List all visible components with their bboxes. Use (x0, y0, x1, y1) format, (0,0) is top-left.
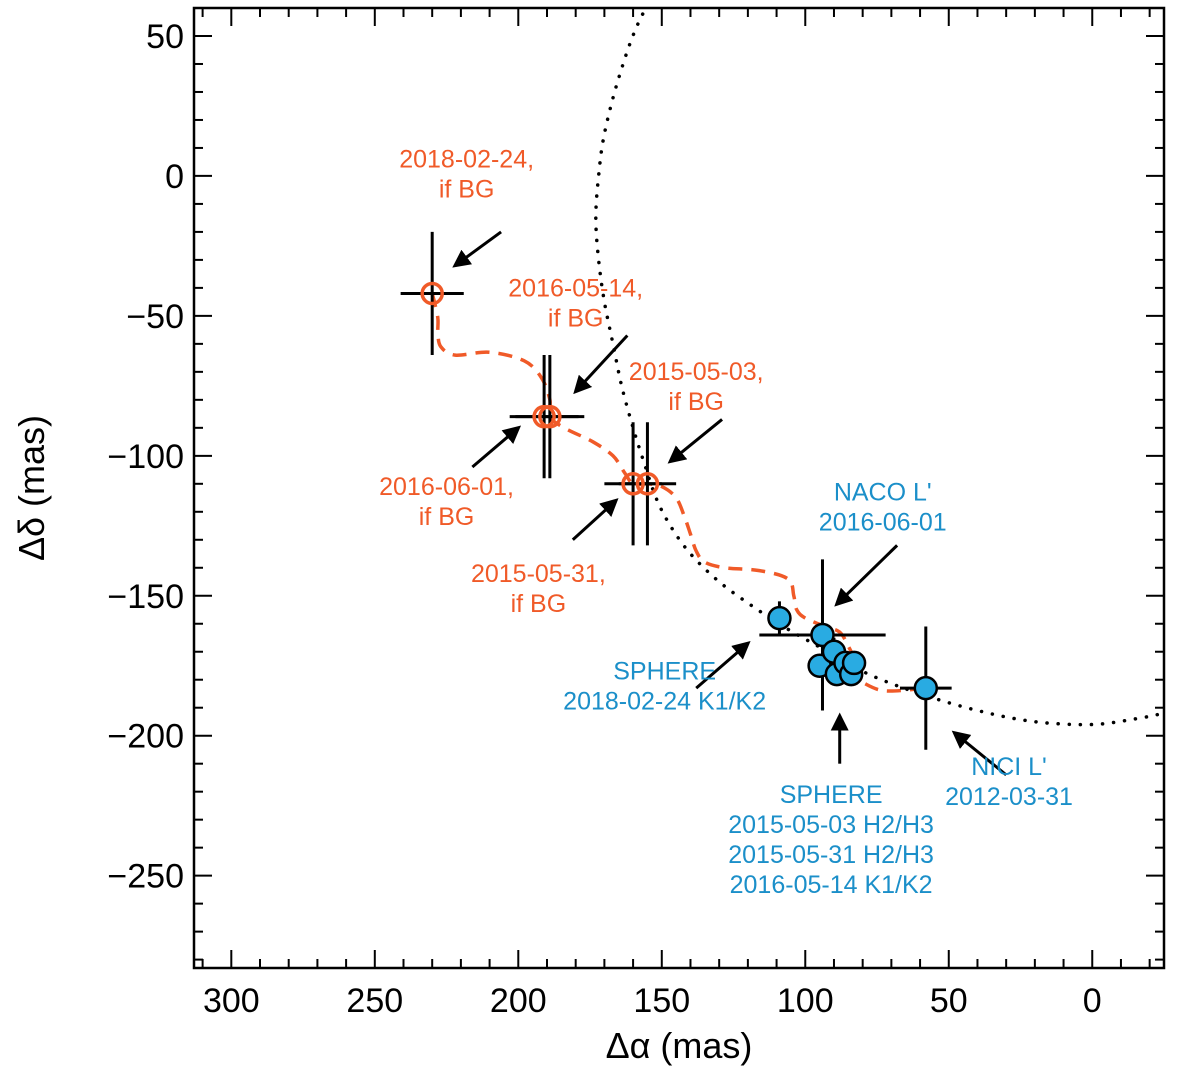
x-axis-title: Δα (mas) (606, 1025, 753, 1066)
y-axis-title: Δδ (mas) (11, 415, 52, 561)
x-tick-label: 100 (777, 982, 834, 1020)
annotation-text: 2016-05-14 K1/K2 (730, 871, 933, 899)
annotation-text: 2015-05-03 H2/H3 (728, 811, 934, 839)
y-tick-label: 50 (146, 18, 184, 56)
y-tick-label: −100 (107, 438, 184, 476)
bg-point-marker (635, 472, 660, 496)
y-tick-label: −150 (107, 578, 184, 616)
y-tick-label: 0 (165, 158, 184, 196)
annotation-arrow (571, 498, 619, 541)
y-tick-label: −200 (107, 718, 184, 756)
x-tick-label: 200 (490, 982, 547, 1020)
orbit-track (594, 8, 1164, 727)
annotation-arrow (834, 544, 899, 607)
annotation-arrow (573, 334, 629, 395)
annotation-text: 2012-03-31 (945, 783, 1073, 811)
x-tick-label: 50 (930, 982, 968, 1020)
x-tick-label: 300 (203, 982, 260, 1020)
annotation-text: 2018-02-24, (399, 146, 534, 174)
orbit-line (594, 8, 1164, 727)
background-track (430, 293, 926, 693)
annotation-arrow (667, 418, 723, 464)
annotation-text: 2016-06-01, (379, 473, 514, 501)
obs-point-marker (767, 605, 792, 631)
x-tick-label: 250 (346, 982, 403, 1020)
annotation-text: 2015-05-03, (629, 358, 764, 386)
annotation-text: 2016-05-14, (508, 274, 643, 302)
annotation-obs-nici: NICI L'2012-03-31 (945, 730, 1073, 811)
annotation-bg-2016-05-14: 2016-05-14,if BG (508, 274, 643, 395)
annotation-bg-2015-05-31: 2015-05-31,if BG (471, 498, 619, 618)
x-tick-label: 0 (1083, 982, 1102, 1020)
annotation-text: 2015-05-31 H2/H3 (728, 841, 934, 869)
plot-border (192, 6, 1166, 970)
annotation-text: NICI L' (971, 753, 1047, 781)
data-points (420, 281, 939, 701)
y-tick-label: −250 (107, 858, 184, 896)
annotation-text: 2018-02-24 K1/K2 (563, 688, 766, 716)
annotation-obs-naco: NACO L'2016-06-01 (819, 479, 947, 607)
bg-point-marker (621, 472, 645, 496)
bg-point-marker (532, 404, 556, 429)
annotation-text: if BG (439, 176, 495, 204)
x-tick-label: 150 (633, 982, 690, 1020)
annotation-bg-2018-02-24: 2018-02-24,if BG (399, 146, 534, 268)
annotation-arrow (695, 640, 751, 690)
obs-point-marker (841, 650, 867, 676)
annotation-text: SPHERE (780, 781, 883, 809)
obs-point-marker (810, 622, 835, 648)
annotation-text: 2016-06-01 (819, 509, 947, 537)
annotation-bg-2015-05-03: 2015-05-03,if BG (629, 358, 764, 464)
annotation-arrow (452, 230, 502, 268)
annotation-text: NACO L' (834, 479, 932, 507)
annotation-arrow (951, 730, 1008, 777)
annotation-bg-2016-06-01: 2016-06-01,if BG (379, 425, 522, 531)
annotation-text: if BG (511, 590, 567, 618)
obs-point-marker (913, 675, 939, 701)
annotation-text: if BG (419, 503, 475, 531)
annotation-text: if BG (668, 388, 724, 416)
annotation-text: SPHERE (613, 658, 716, 686)
annotation-arrow (471, 425, 522, 469)
y-tick-label: −50 (126, 298, 184, 336)
background-track-line (430, 293, 926, 693)
axis-ticks: 300 250 200 150 100 50 0 50 0 −50 −100 −150 −200 −250 (107, 7, 1164, 1020)
annotation-text: 2015-05-31, (471, 560, 606, 588)
plot-frame (192, 6, 1166, 970)
annotation-text: if BG (548, 304, 604, 332)
bg-point-marker (420, 281, 444, 306)
